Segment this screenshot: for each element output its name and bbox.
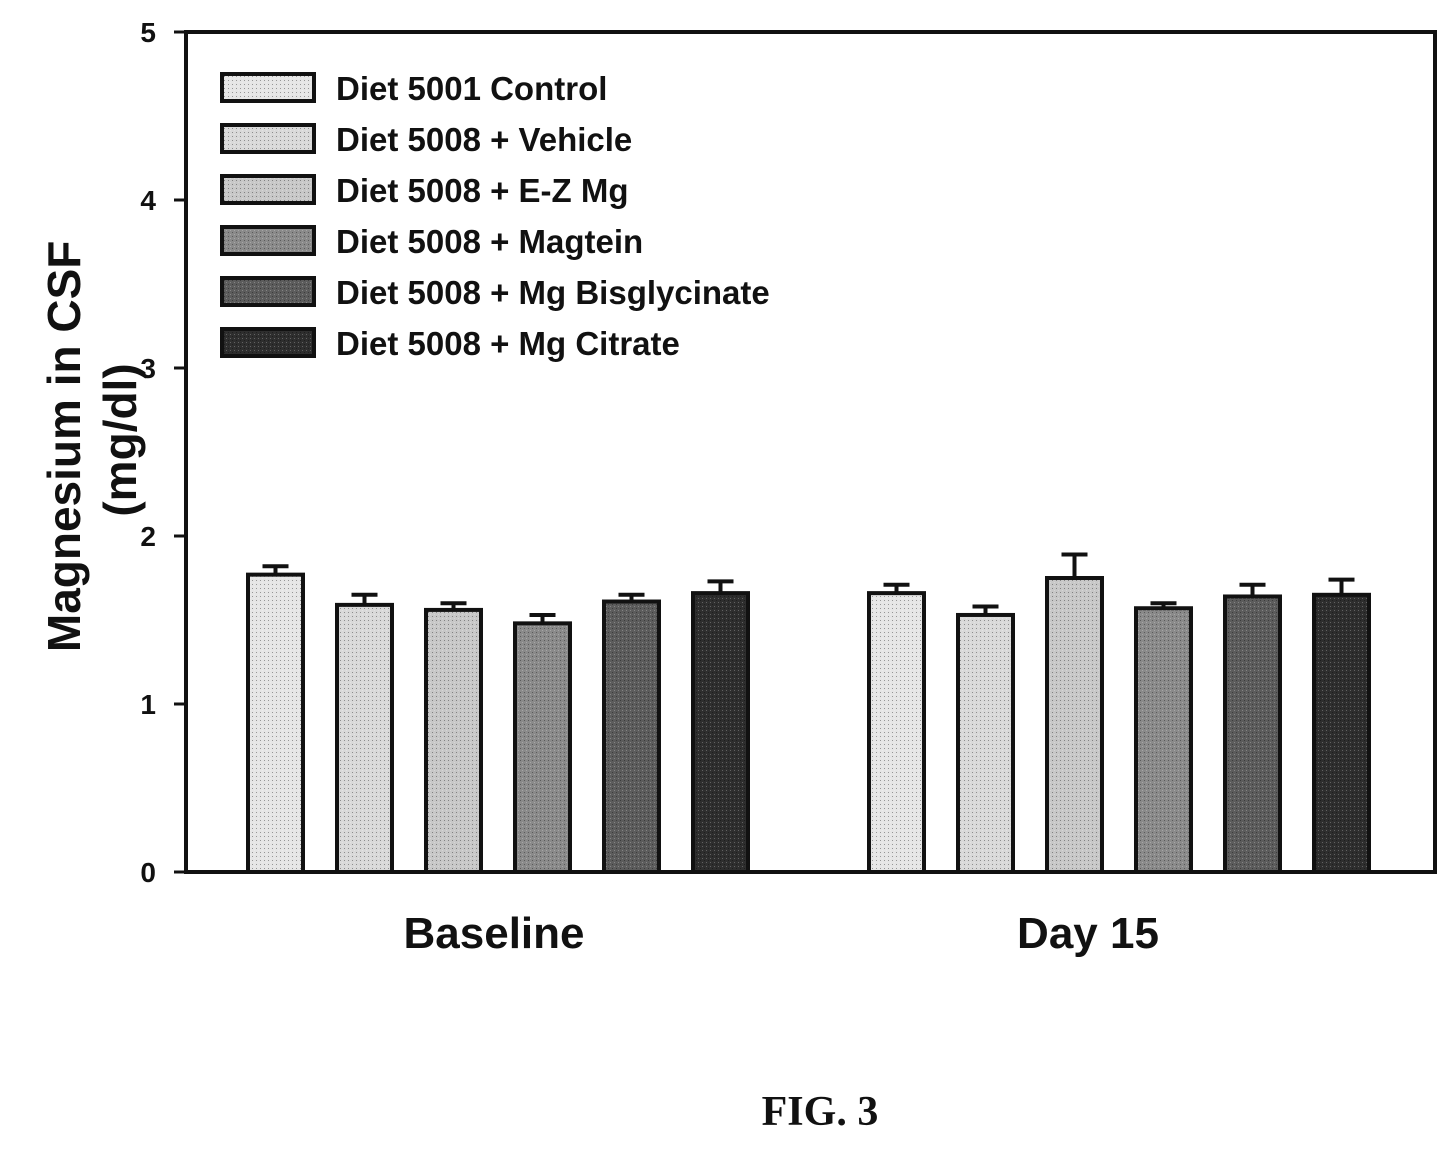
bar-texture-1-3 (1138, 610, 1189, 870)
legend-label-5: Diet 5008 + Mg Citrate (336, 325, 680, 362)
bar-texture-1-4 (1227, 598, 1278, 870)
legend: Diet 5001 Control Diet 5008 + Vehicle Diet… (220, 70, 770, 362)
y-axis-title: Magnesium in CSF (mg/dl) (38, 228, 146, 652)
legend-label-4: Diet 5008 + Mg Bisglycinate (336, 274, 770, 311)
y-axis-title-line-1: Magnesium in CSF (38, 241, 90, 652)
x-category-label-0: Baseline (404, 909, 585, 958)
legend-swatch-texture-5 (224, 331, 312, 354)
bar-texture-1-0 (871, 595, 922, 870)
bar-texture-0-2 (428, 611, 479, 870)
y-tick-label-0: 0 (140, 857, 156, 888)
legend-swatch-texture-1 (224, 127, 312, 150)
y-tick-label-2: 2 (140, 521, 156, 552)
figure-caption: FIG. 3 (761, 1089, 879, 1135)
bar-texture-0-5 (695, 595, 746, 870)
y-tick-label-5: 5 (140, 17, 156, 48)
legend-label-3: Diet 5008 + Magtein (336, 223, 643, 260)
y-axis: 0 1 2 3 4 5 (140, 17, 186, 888)
legend-label-1: Diet 5008 + Vehicle (336, 121, 632, 158)
y-tick-label-1: 1 (140, 689, 156, 720)
y-tick-label-3: 3 (140, 353, 156, 384)
legend-swatch-texture-2 (224, 178, 312, 201)
x-axis-labels: Baseline Day 15 (404, 909, 1159, 958)
bars-group (246, 552, 1371, 875)
legend-label-2: Diet 5008 + E-Z Mg (336, 172, 629, 209)
bar-texture-0-0 (250, 576, 301, 870)
bar-texture-1-5 (1316, 596, 1367, 870)
bar-texture-0-3 (517, 625, 568, 870)
bar-texture-1-1 (960, 616, 1011, 870)
legend-swatch-texture-3 (224, 229, 312, 252)
plot-frame (184, 30, 1437, 874)
bar-texture-0-1 (339, 606, 390, 870)
legend-swatch-texture-0 (224, 76, 312, 99)
y-tick-label-4: 4 (140, 185, 156, 216)
bar-texture-1-2 (1049, 580, 1100, 870)
y-axis-title-line-2: (mg/dl) (94, 363, 146, 516)
legend-label-0: Diet 5001 Control (336, 70, 607, 107)
bar-texture-0-4 (606, 603, 657, 870)
x-category-label-1: Day 15 (1017, 909, 1159, 958)
legend-swatch-texture-4 (224, 280, 312, 303)
